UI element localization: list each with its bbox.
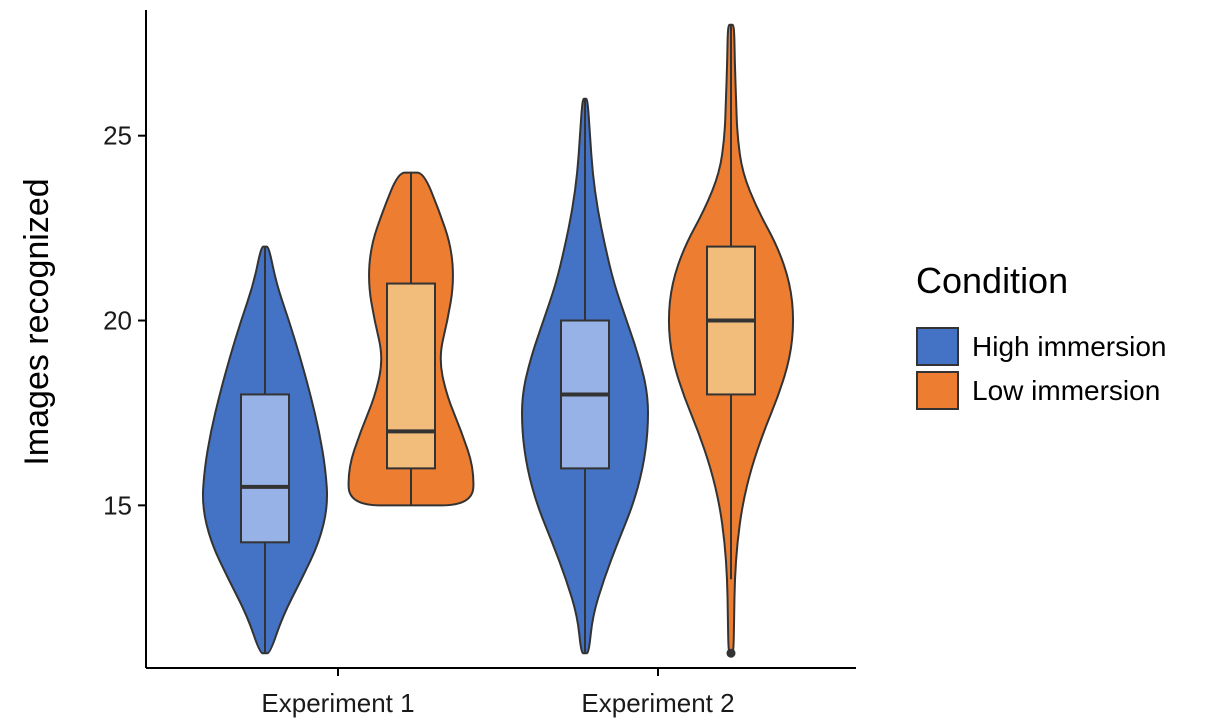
outlier-low-immersion-experiment-2-0 [726, 648, 736, 658]
legend-label-low-immersion: Low immersion [972, 375, 1160, 406]
legend-swatch-low-immersion [916, 371, 959, 410]
y-axis-title: Images recognized [18, 178, 56, 465]
y-axis-ticks: 15 20 25 [103, 121, 146, 520]
legend-title: Condition [916, 260, 1068, 301]
box-low-immersion-experiment-1 [386, 282, 436, 470]
x-axis-ticks: Experiment 1 Experiment 2 [261, 668, 735, 718]
legend-label-high-immersion: High immersion [972, 331, 1167, 362]
y-tick-label-20: 20 [103, 306, 132, 336]
legend-swatch-high-immersion [916, 327, 959, 366]
y-tick-label-15: 15 [103, 490, 132, 520]
legend: Condition High immersion Low immersion [916, 260, 1167, 410]
box-high-immersion-experiment-1 [240, 393, 290, 544]
x-tick-label-1: Experiment 1 [261, 688, 414, 718]
plot-area [201, 23, 795, 658]
x-tick-label-2: Experiment 2 [581, 688, 734, 718]
y-tick-label-25: 25 [103, 121, 132, 151]
